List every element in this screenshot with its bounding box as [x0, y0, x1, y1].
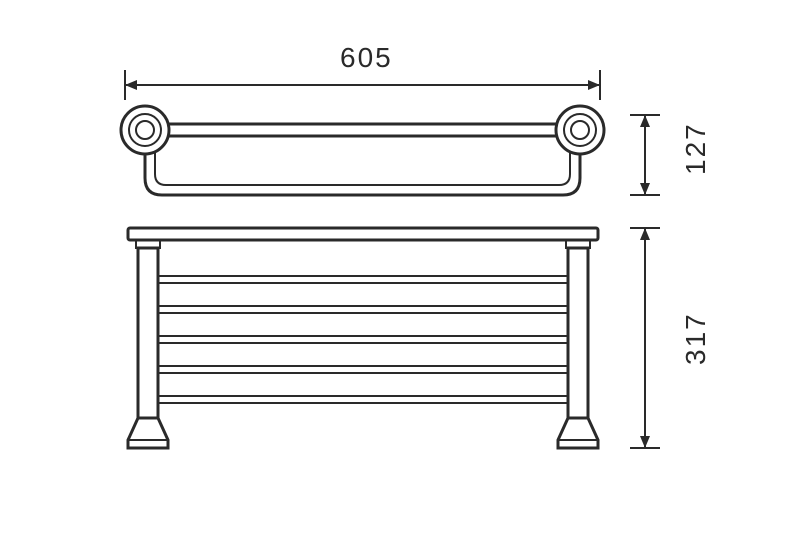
front-view	[128, 228, 598, 448]
dimension-height-bottom	[630, 228, 660, 448]
technical-drawing	[0, 0, 800, 536]
dim-label-width: 605	[340, 42, 393, 74]
right-foot	[558, 418, 598, 448]
rails	[158, 276, 568, 403]
left-foot	[128, 418, 168, 448]
dimension-width	[125, 70, 600, 100]
top-view	[121, 106, 604, 195]
dim-label-height-bottom: 317	[680, 312, 712, 365]
dimension-height-top	[630, 115, 660, 195]
dim-label-height-top: 127	[680, 122, 712, 175]
